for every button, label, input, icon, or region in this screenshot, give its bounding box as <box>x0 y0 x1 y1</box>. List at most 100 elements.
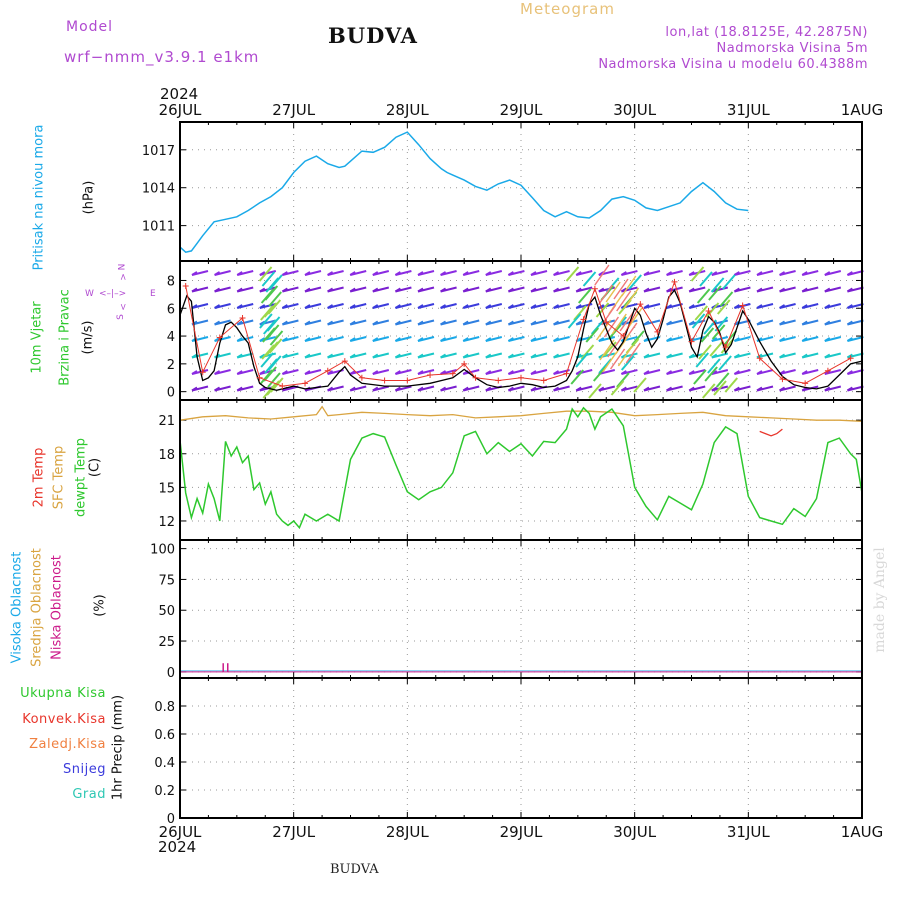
wind-gust-point <box>518 374 524 381</box>
wind-gust-point <box>739 302 746 309</box>
wind-arrow-head <box>485 271 492 276</box>
wind-arrow-head <box>846 320 853 326</box>
wind-arrow <box>690 266 705 282</box>
wind-arrow <box>616 372 630 388</box>
wind-arrow-head <box>327 370 334 375</box>
wind-arrow-head <box>214 271 221 276</box>
wind-arrow-head <box>372 271 379 276</box>
wind-arrow-head <box>349 337 356 342</box>
wind-arrow <box>611 313 627 335</box>
panel-frame <box>179 539 863 679</box>
wind-arrow-head <box>711 386 718 392</box>
wind-arrow-head <box>666 386 673 392</box>
wind-arrow-head <box>733 271 740 276</box>
wind-arrow-head <box>417 370 424 375</box>
wind-compass: N > W <–|–> E < S <box>85 263 156 320</box>
wind-arrow-head <box>304 370 311 375</box>
wind-arrow-head <box>666 287 673 293</box>
wind-arrow-head <box>553 386 560 392</box>
wind-gust-point <box>671 278 678 285</box>
wind-arrow-head <box>417 386 424 392</box>
wind-arrow-head <box>666 370 673 375</box>
wind-arrow-head <box>191 370 198 375</box>
chart-title: BUDVA <box>328 23 418 48</box>
y-tick-label: 1014 <box>142 182 175 197</box>
wind-arrow-head <box>191 287 198 293</box>
wind-arrow-head <box>553 370 560 375</box>
wind-arrow-head <box>530 271 537 276</box>
wind-arrow <box>268 355 282 371</box>
wind-arrow <box>267 372 281 388</box>
dewpt-line <box>179 406 863 530</box>
wind-arrow-head <box>530 353 537 359</box>
wind-arrow-head <box>598 337 605 342</box>
wind-arrow-head <box>824 370 831 375</box>
x-tick-label-top: 28JUL <box>386 101 429 119</box>
wind-arrow <box>267 299 282 315</box>
wind-arrow-head <box>779 320 786 326</box>
wind-arrow-head <box>824 287 831 293</box>
wind-arrow-head <box>236 271 243 276</box>
wind-arrow-head <box>349 370 356 375</box>
wind-arrow <box>708 285 722 301</box>
precip-graupel-label: Grad <box>72 787 106 802</box>
wind-arrow-head <box>372 353 379 359</box>
precip-snow-label: Snijeg <box>63 762 106 777</box>
wind-arrow-head <box>507 271 514 276</box>
wind-gust-point <box>341 358 348 365</box>
wind-arrow <box>701 383 716 399</box>
wind-arrow-head <box>575 370 582 375</box>
y-tick-label: 0.6 <box>154 728 175 743</box>
elevation-label: Nadmorska Visina 5m <box>716 41 868 56</box>
wind-arrow-head <box>372 386 379 392</box>
wind-arrow-head <box>236 304 243 309</box>
wind-arrow-head <box>846 287 853 293</box>
wind-arrow <box>620 355 635 371</box>
wind-gust-line <box>185 280 851 387</box>
wind-arrow-head <box>394 386 401 392</box>
wind-arrow-head <box>372 337 379 342</box>
wind-arrow-head <box>801 320 808 326</box>
wind-arrow-head <box>304 353 311 359</box>
wind-arrow <box>698 344 712 360</box>
wind-arrow <box>633 377 647 393</box>
wind-arrow <box>268 291 282 307</box>
y-tick-label: 21 <box>158 414 175 429</box>
wind-arrow-head <box>779 271 786 276</box>
pressure-line <box>179 131 749 254</box>
wind-arrow-head <box>779 287 786 293</box>
wind-arrow-head <box>214 304 221 309</box>
wind-gust-point <box>279 383 286 390</box>
panel-frame <box>179 399 863 541</box>
bottom-year-label: 2024 <box>158 838 197 856</box>
wind-arrow-head <box>327 353 334 359</box>
wind-arrow-head <box>485 353 492 359</box>
wind-arrow <box>617 345 634 367</box>
wind-arrow-head <box>440 386 447 392</box>
y-tick-label: 0 <box>167 666 175 681</box>
x-tick-label-top: 30JUL <box>613 101 656 119</box>
wind-arrow-head <box>756 320 763 326</box>
top-year-label: 2024 <box>160 85 199 103</box>
wind-arrow <box>627 307 643 329</box>
wind-arrow-head <box>688 271 695 276</box>
wind-arrow-head <box>553 320 560 326</box>
wind-arrow-head <box>327 304 334 309</box>
wind-gust-point <box>256 374 263 381</box>
wind-gust-point <box>472 374 479 381</box>
wind-arrow-head <box>643 370 650 375</box>
wind-arrow-head <box>620 370 627 375</box>
wind-arrow-head <box>688 320 695 326</box>
wind-gust-point <box>381 377 388 384</box>
wind-arrow-head <box>801 271 808 276</box>
wind-arrow-head <box>711 353 718 359</box>
wind-arrow-head <box>214 370 221 375</box>
wind-arrow-head <box>394 271 401 276</box>
wind-arrow-head <box>259 386 266 392</box>
wind-arrow <box>722 274 736 290</box>
wind-arrow-head <box>281 370 288 375</box>
x-tick-label-bottom: 28JUL <box>386 823 429 841</box>
wind-arrow-head <box>214 287 221 293</box>
wind-arrow-head <box>846 304 853 309</box>
wind-arrow-head <box>711 337 718 342</box>
